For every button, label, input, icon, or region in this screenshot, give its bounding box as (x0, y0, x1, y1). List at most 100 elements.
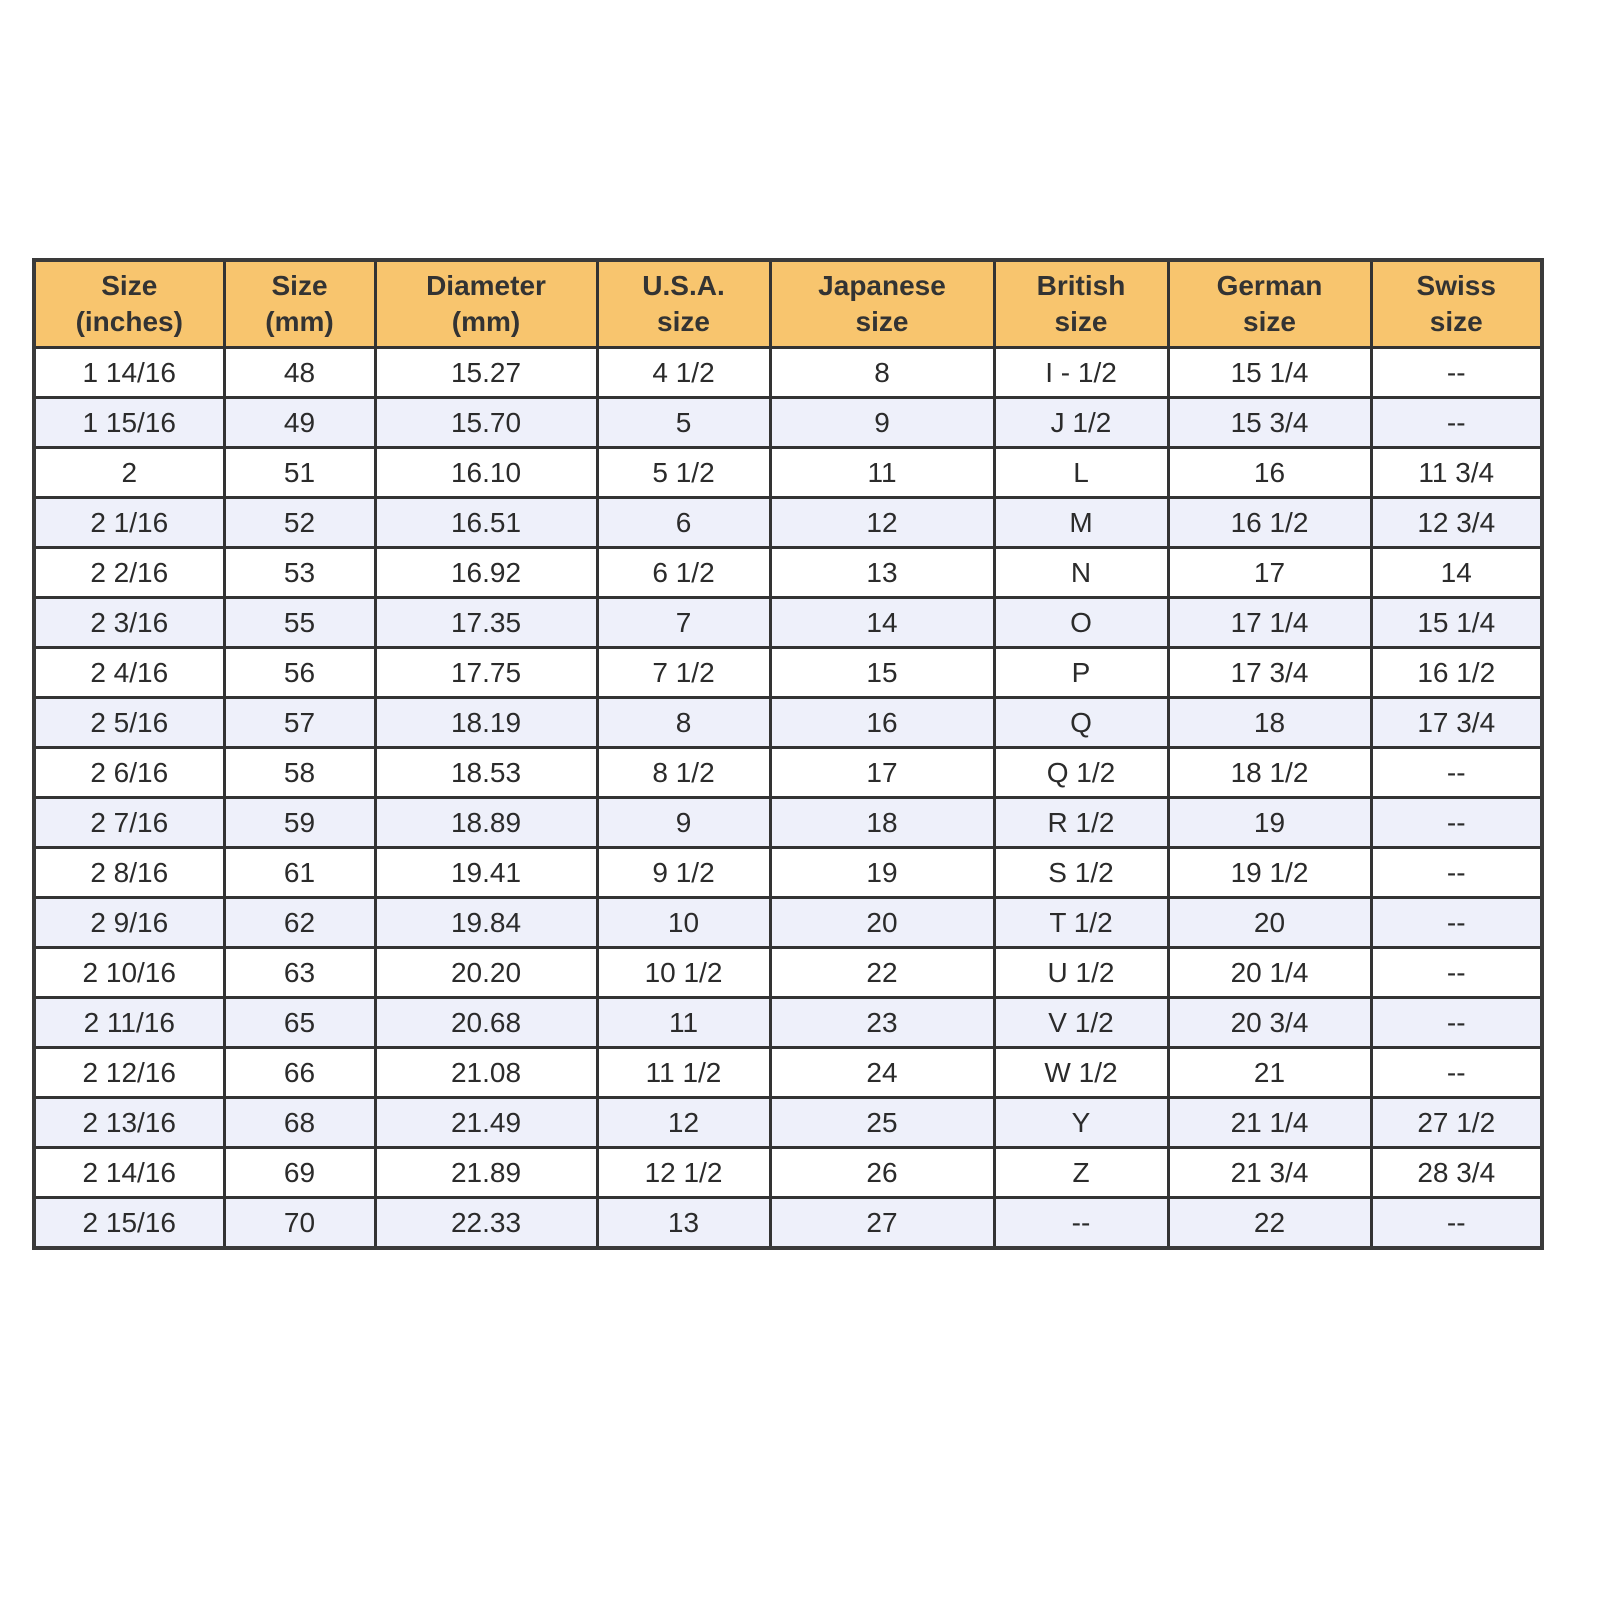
table-cell: 2 6/16 (32, 746, 226, 799)
table-cell: 52 (222, 496, 377, 549)
table-cell: -- (1369, 796, 1544, 849)
table-cell: 20.68 (373, 996, 599, 1049)
table-cell: S 1/2 (992, 846, 1170, 899)
table-cell: 5 (595, 396, 772, 449)
table-cell: 19 (768, 846, 996, 899)
column-header: Diameter (mm) (373, 258, 599, 349)
table-cell: 25 (768, 1096, 996, 1149)
table-cell: W 1/2 (992, 1046, 1170, 1099)
table-cell: -- (1369, 1196, 1544, 1250)
ring-size-table: Size (inches) Size (mm) Diameter (mm) U.S.A. si… (32, 258, 1544, 1250)
table-cell: 1 15/16 (32, 396, 226, 449)
column-header-line: size (855, 306, 909, 337)
table-cell: N (992, 546, 1170, 599)
table-cell: 21.89 (373, 1146, 599, 1199)
table-cell: 21 1/4 (1166, 1096, 1373, 1149)
table-cell: 10 1/2 (595, 946, 772, 999)
table-cell: 18.53 (373, 746, 599, 799)
table-cell: 2 10/16 (32, 946, 226, 999)
table-cell: -- (1369, 996, 1544, 1049)
table-cell: 12 3/4 (1369, 496, 1544, 549)
table-cell: 17.35 (373, 596, 599, 649)
table-cell: -- (1369, 1046, 1544, 1099)
table-cell: 2 14/16 (32, 1146, 226, 1199)
table-cell: 5 1/2 (595, 446, 772, 499)
table-cell: 22 (1166, 1196, 1373, 1250)
table-cell: 2 11/16 (32, 996, 226, 1049)
table-cell: 2 5/16 (32, 696, 226, 749)
table-cell: 28 3/4 (1369, 1146, 1544, 1199)
table-cell: 14 (1369, 546, 1544, 599)
table-cell: 16.51 (373, 496, 599, 549)
table-cell: 13 (595, 1196, 772, 1250)
table-cell: 11 (768, 446, 996, 499)
column-header-line: Swiss (1416, 270, 1496, 301)
table-row: 1 14/16 48 15.27 4 1/2 8 I - 1/2 15 1/4 -- (32, 346, 1544, 399)
table-cell: J 1/2 (992, 396, 1170, 449)
column-header: German size (1166, 258, 1373, 349)
table-cell: 6 1/2 (595, 546, 772, 599)
table-cell: 2 7/16 (32, 796, 226, 849)
table-cell: I - 1/2 (992, 346, 1170, 399)
table-cell: 12 (595, 1096, 772, 1149)
table-cell: 69 (222, 1146, 377, 1199)
table-cell: M (992, 496, 1170, 549)
table-cell: 66 (222, 1046, 377, 1099)
table-cell: 63 (222, 946, 377, 999)
table-cell: 2 9/16 (32, 896, 226, 949)
table-cell: 10 (595, 896, 772, 949)
table-cell: 15 1/4 (1369, 596, 1544, 649)
column-header-line: German (1216, 270, 1323, 301)
table-cell: Y (992, 1096, 1170, 1149)
table-cell: 20.20 (373, 946, 599, 999)
table-cell: 17 1/4 (1166, 596, 1373, 649)
column-header: Swiss size (1369, 258, 1544, 349)
table-cell: 21 3/4 (1166, 1146, 1373, 1199)
table-cell: 19.41 (373, 846, 599, 899)
table-row: 1 15/16 49 15.70 5 9 J 1/2 15 3/4 -- (32, 396, 1544, 449)
table-cell: 17 (768, 746, 996, 799)
table-row: 2 5/16 57 18.19 8 16 Q 18 17 3/4 (32, 696, 1544, 749)
table-cell: 4 1/2 (595, 346, 772, 399)
table-cell: L (992, 446, 1170, 499)
table-cell: 22.33 (373, 1196, 599, 1250)
table-cell: 20 (768, 896, 996, 949)
table-row: 2 1/16 52 16.51 6 12 M 16 1/2 12 3/4 (32, 496, 1544, 549)
table-cell: 15.70 (373, 396, 599, 449)
table-cell: 48 (222, 346, 377, 399)
table-cell: 26 (768, 1146, 996, 1199)
table-cell: 15 3/4 (1166, 396, 1373, 449)
table-cell: U 1/2 (992, 946, 1170, 999)
table-cell: 2 13/16 (32, 1096, 226, 1149)
table-cell: 2 4/16 (32, 646, 226, 699)
table-row: 2 14/16 69 21.89 12 1/2 26 Z 21 3/4 28 3/4 (32, 1146, 1544, 1199)
column-header-line: (mm) (451, 306, 521, 337)
table-cell: 20 3/4 (1166, 996, 1373, 1049)
table-cell: 65 (222, 996, 377, 1049)
table-cell: 57 (222, 696, 377, 749)
table-cell: 27 (768, 1196, 996, 1250)
table-cell: 59 (222, 796, 377, 849)
table-cell: R 1/2 (992, 796, 1170, 849)
table-cell: -- (1369, 896, 1544, 949)
table-row: 2 15/16 70 22.33 13 27 -- 22 -- (32, 1196, 1544, 1250)
table-cell: 18 1/2 (1166, 746, 1373, 799)
table-row: 2 9/16 62 19.84 10 20 T 1/2 20 -- (32, 896, 1544, 949)
table-cell: O (992, 596, 1170, 649)
table-cell: 16 (1166, 446, 1373, 499)
table-cell: -- (1369, 946, 1544, 999)
column-header: Size (mm) (222, 258, 377, 349)
table-cell: 20 (1166, 896, 1373, 949)
table-cell: 9 1/2 (595, 846, 772, 899)
column-header-line: size (1243, 306, 1296, 337)
table-row: 2 51 16.10 5 1/2 11 L 16 11 3/4 (32, 446, 1544, 499)
table-cell: 7 (595, 596, 772, 649)
table-cell: 62 (222, 896, 377, 949)
table-cell: Q (992, 696, 1170, 749)
table-cell: 20 1/4 (1166, 946, 1373, 999)
table-cell: 49 (222, 396, 377, 449)
table-row: 2 10/16 63 20.20 10 1/2 22 U 1/2 20 1/4 -- (32, 946, 1544, 999)
table-row: 2 3/16 55 17.35 7 14 O 17 1/4 15 1/4 (32, 596, 1544, 649)
table-cell: 9 (768, 396, 996, 449)
table-cell: 11 1/2 (595, 1046, 772, 1099)
